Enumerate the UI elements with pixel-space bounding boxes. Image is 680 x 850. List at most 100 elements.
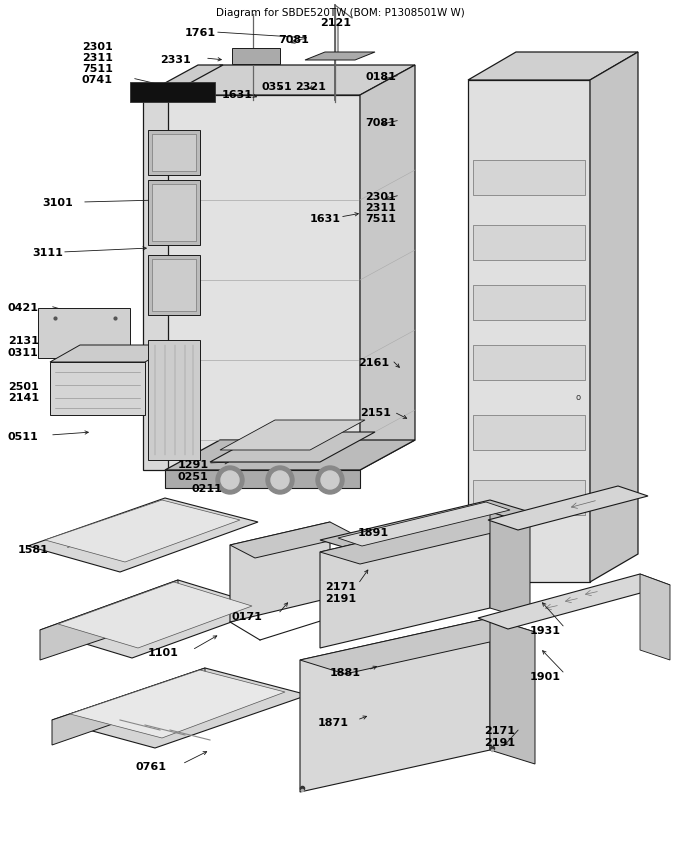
Polygon shape: [300, 618, 490, 792]
Polygon shape: [468, 52, 638, 80]
Circle shape: [271, 471, 289, 489]
Polygon shape: [50, 345, 175, 362]
Polygon shape: [473, 225, 585, 260]
Polygon shape: [473, 160, 585, 195]
Text: 1581: 1581: [18, 545, 49, 555]
Text: 1291: 1291: [178, 460, 209, 470]
Polygon shape: [148, 180, 200, 245]
Text: 2151: 2151: [360, 408, 391, 418]
Polygon shape: [52, 668, 205, 745]
Polygon shape: [490, 512, 530, 620]
Text: 0251: 0251: [178, 472, 209, 482]
Polygon shape: [640, 574, 670, 660]
Text: 0211: 0211: [192, 484, 223, 494]
Text: 2131: 2131: [8, 336, 39, 346]
Text: 2321: 2321: [295, 82, 326, 92]
Polygon shape: [148, 340, 200, 460]
Polygon shape: [490, 618, 535, 764]
Polygon shape: [220, 420, 365, 450]
Text: 2161: 2161: [358, 358, 389, 368]
Text: 3101: 3101: [42, 198, 73, 208]
Polygon shape: [230, 522, 330, 622]
Polygon shape: [320, 512, 530, 564]
Circle shape: [221, 471, 239, 489]
Text: 2121: 2121: [320, 18, 351, 28]
Polygon shape: [338, 502, 510, 546]
Polygon shape: [300, 618, 535, 674]
Text: 7081: 7081: [365, 118, 396, 128]
Text: 2141: 2141: [8, 393, 39, 403]
Polygon shape: [473, 415, 585, 450]
Polygon shape: [130, 82, 215, 102]
Polygon shape: [40, 580, 270, 658]
Polygon shape: [148, 255, 200, 315]
Polygon shape: [232, 48, 280, 64]
Polygon shape: [28, 498, 258, 572]
Polygon shape: [478, 574, 670, 629]
Text: 1871: 1871: [318, 718, 349, 728]
Text: 2171: 2171: [484, 726, 515, 736]
Polygon shape: [165, 95, 360, 470]
Text: 2311: 2311: [82, 53, 113, 63]
Polygon shape: [152, 259, 196, 311]
Text: o: o: [575, 393, 580, 402]
Text: 2191: 2191: [325, 594, 356, 604]
Text: 2171: 2171: [325, 582, 356, 592]
Text: 1881: 1881: [330, 668, 361, 678]
Polygon shape: [473, 480, 585, 515]
Text: 0421: 0421: [8, 303, 39, 313]
Text: 3111: 3111: [32, 248, 63, 258]
Text: 7511: 7511: [365, 214, 396, 224]
Polygon shape: [152, 134, 196, 171]
Polygon shape: [38, 308, 130, 358]
Text: 1761: 1761: [185, 28, 216, 38]
Text: 2311: 2311: [365, 203, 396, 213]
Polygon shape: [165, 65, 415, 95]
Text: Diagram for SBDE520TW (BOM: P1308501W W): Diagram for SBDE520TW (BOM: P1308501W W): [216, 8, 464, 18]
Text: 1631: 1631: [222, 90, 253, 100]
Polygon shape: [360, 65, 415, 470]
Polygon shape: [58, 582, 252, 648]
Polygon shape: [40, 580, 178, 660]
Polygon shape: [50, 362, 145, 415]
Polygon shape: [488, 486, 648, 530]
Polygon shape: [210, 432, 375, 462]
Text: 7081: 7081: [278, 35, 309, 45]
Polygon shape: [143, 65, 223, 95]
Polygon shape: [152, 184, 196, 241]
Text: 1931: 1931: [530, 626, 561, 636]
Text: 2331: 2331: [160, 55, 191, 65]
Polygon shape: [52, 668, 308, 748]
Text: 1891: 1891: [358, 528, 389, 538]
Text: 0511: 0511: [8, 432, 39, 442]
Polygon shape: [165, 470, 360, 488]
Polygon shape: [305, 52, 375, 60]
Text: 0311: 0311: [8, 348, 39, 358]
Polygon shape: [320, 500, 530, 552]
Polygon shape: [590, 52, 638, 582]
Circle shape: [316, 466, 344, 494]
Polygon shape: [148, 130, 200, 175]
Text: 0351: 0351: [262, 82, 292, 92]
Polygon shape: [143, 95, 168, 470]
Circle shape: [321, 471, 339, 489]
Text: 2191: 2191: [484, 738, 515, 748]
Text: 0181: 0181: [365, 72, 396, 82]
Polygon shape: [468, 80, 590, 582]
Text: 1901: 1901: [530, 672, 561, 682]
Text: 1101: 1101: [148, 648, 179, 658]
Text: 0761: 0761: [136, 762, 167, 772]
Circle shape: [216, 466, 244, 494]
Polygon shape: [473, 345, 585, 380]
Text: 2501: 2501: [8, 382, 39, 392]
Text: 0741: 0741: [82, 75, 113, 85]
Text: 2301: 2301: [82, 42, 113, 52]
Polygon shape: [473, 285, 585, 320]
Polygon shape: [45, 500, 240, 562]
Polygon shape: [320, 512, 490, 648]
Circle shape: [266, 466, 294, 494]
Text: 1631: 1631: [310, 214, 341, 224]
Text: 2301: 2301: [365, 192, 396, 202]
Text: 0171: 0171: [232, 612, 263, 622]
Text: 7511: 7511: [82, 64, 113, 74]
